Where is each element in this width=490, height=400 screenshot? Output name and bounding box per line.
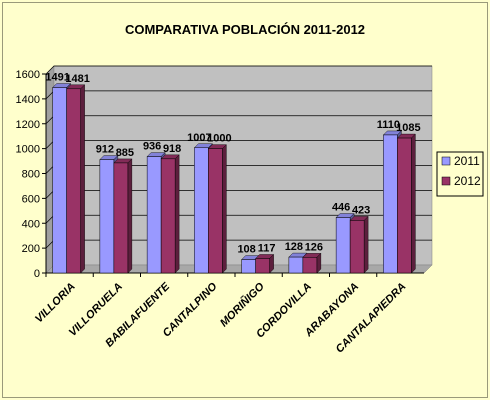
data-label: 1000 [207,133,231,145]
y-tick-label: 1400 [16,94,40,106]
legend-label: 2012 [454,174,481,188]
y-tick-label: 1600 [16,69,40,81]
bar-2012-moriñigo [255,258,270,274]
x-tick-label: VILLORIA [33,281,78,326]
data-label: 1481 [65,73,89,85]
bar-2011-moriñigo [241,259,256,274]
bar-2012-villoruela [113,162,129,274]
bar-side [411,133,416,274]
bar-2011-villoria [52,87,67,274]
bar-side [363,215,369,274]
data-label: 936 [143,141,161,153]
data-label: 126 [305,241,323,253]
data-label: 885 [116,147,134,159]
bar-side [80,84,85,274]
y-tick-label: 800 [22,169,40,181]
legend-swatch [441,176,451,186]
y-tick-label: 1200 [16,119,40,131]
gridline [45,65,432,75]
data-label: 108 [237,244,255,256]
data-label: 1007 [187,132,211,144]
y-tick-label: 1000 [16,144,40,156]
legend-label: 2011 [454,154,480,168]
data-label: 918 [163,143,181,155]
data-label: 423 [352,204,370,216]
y-tick-label: 0 [34,268,40,280]
x-tick-label: MORIÑIGO [217,280,267,330]
bar-2011-cantalpino [194,147,209,274]
bar-2011-arabayona [335,217,351,274]
bar-side [127,158,133,274]
chart-title: COMPARATIVA POBLACIÓN 2011-2012 [125,22,365,37]
bar-side [174,154,180,274]
bar-side [222,144,227,274]
y-tick-label: 400 [22,218,40,230]
bar-2012-cantalpino [208,148,223,274]
y-tick-label: 200 [22,243,40,255]
data-label: 1110 [377,119,400,131]
bar-2012-arabayona [349,220,365,274]
bar-2011-villoruela [99,159,115,274]
y-tick-label: 600 [22,193,40,205]
data-label: 128 [285,241,303,253]
bar-2011-babilafuente [146,156,162,274]
data-label: 117 [258,242,276,254]
bar-2012-cordovilla [302,257,318,274]
bar-2011-cantalapiedra [383,134,398,274]
bar-2011-cordovilla [288,256,304,274]
data-label: 1085 [396,122,420,134]
bar-2012-villoria [66,88,81,274]
data-label: 1491 [45,72,69,84]
legend-swatch [441,156,451,166]
data-label: 912 [96,144,114,156]
bar-2012-cantalapiedra [397,137,412,274]
bar-2012-babilafuente [160,158,176,274]
data-label: 446 [332,202,350,214]
